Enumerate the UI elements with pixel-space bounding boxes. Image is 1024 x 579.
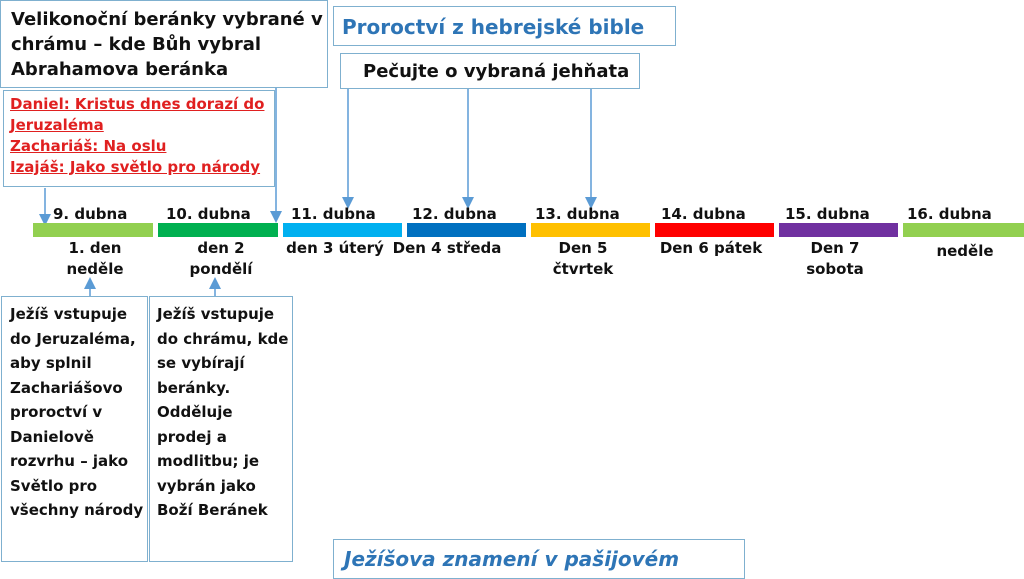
timeline-segment-2 — [158, 223, 278, 237]
day-2: den 2 pondělí — [189, 239, 253, 278]
timeline-segment-1 — [33, 223, 153, 237]
bottom-title: Ježíšova znamení v pašijovém — [344, 547, 680, 571]
event-box-temple: Ježíš vstupuje do chrámu, kde se vybíraj… — [149, 296, 293, 562]
prophecies-box: Daniel: Kristus dnes dorazí do Jeruzalém… — [3, 90, 275, 187]
timeline-segment-5 — [531, 223, 650, 237]
prophecy-daniel: Daniel: Kristus dnes dorazí do Jeruzalém… — [10, 95, 265, 134]
timeline-segment-3 — [283, 223, 402, 237]
date-4: 12. dubna — [412, 205, 497, 223]
event-box-entry: Ježíš vstupuje do Jeruzaléma, aby splnil… — [1, 296, 148, 562]
event-entry-text: Ježíš vstupuje do Jeruzaléma, aby splnil… — [10, 305, 144, 519]
day-3: den 3 úterý — [286, 239, 384, 257]
date-8: 16. dubna — [907, 205, 992, 223]
day-7: Den 7 sobota — [806, 239, 864, 278]
timeline-segment-8 — [903, 223, 1024, 237]
date-1: 9. dubna — [53, 205, 128, 223]
bottom-title-box: Ježíšova znamení v pašijovém — [333, 539, 745, 579]
day-1: 1. den neděle — [66, 239, 124, 278]
selection-text: Velikonoční beránky vybrané v chrámu – k… — [11, 9, 323, 80]
prophecy-title-box: Proroctví z hebrejské bible — [333, 6, 676, 46]
lambs-label: Pečujte o vybraná jehňata — [363, 61, 630, 82]
date-3: 11. dubna — [291, 205, 376, 223]
timeline-segment-7 — [779, 223, 898, 237]
selection-box: Velikonoční beránky vybrané v chrámu – k… — [0, 0, 328, 88]
timeline-segment-4 — [407, 223, 526, 237]
day-4: Den 4 středa — [392, 239, 502, 257]
event-temple-text: Ježíš vstupuje do chrámu, kde se vybíraj… — [157, 305, 289, 519]
date-2: 10. dubna — [166, 205, 251, 223]
prophecy-title: Proroctví z hebrejské bible — [342, 15, 645, 39]
prophecy-isaiah: Izajáš: Jako světlo pro národy — [10, 158, 261, 176]
date-5: 13. dubna — [535, 205, 620, 223]
day-6: Den 6 pátek — [659, 239, 763, 257]
day-8: neděle — [936, 242, 994, 260]
date-7: 15. dubna — [785, 205, 870, 223]
date-6: 14. dubna — [661, 205, 746, 223]
day-5: Den 5 čtvrtek — [552, 239, 614, 278]
prophecy-zechariah: Zachariáš: Na oslu — [10, 137, 167, 155]
lambs-box: Pečujte o vybraná jehňata — [340, 53, 640, 89]
timeline-segment-6 — [655, 223, 774, 237]
